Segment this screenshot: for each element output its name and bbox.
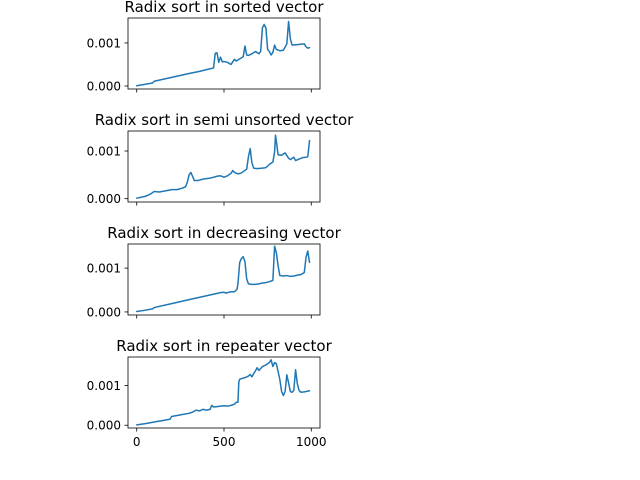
y-tick-label: 0.001 [87, 145, 121, 159]
y-tick-label: 0.001 [87, 262, 121, 276]
y-tick-label: 0.000 [87, 192, 121, 206]
y-tick-label: 0.000 [87, 79, 121, 93]
subplot-2: Radix sort in semi unsorted vector 0.000 0… [87, 111, 354, 206]
x-tick-label: 1000 [296, 435, 327, 449]
subplot-title: Radix sort in semi unsorted vector [95, 111, 354, 129]
subplot-title: Radix sort in sorted vector [124, 0, 324, 16]
series-line [135, 20, 311, 87]
subplot-4: Radix sort in repeater vector 0 500 1000 0.0… [87, 337, 333, 449]
series-line [135, 134, 311, 199]
axes-frame [127, 17, 321, 90]
x-tick-label: 0 [133, 435, 141, 449]
subplot-title: Radix sort in repeater vector [116, 337, 332, 355]
subplot-1: Radix sort in sorted vector 0.000 0.001 [87, 0, 325, 93]
x-tick-label: 500 [213, 435, 236, 449]
y-tick-label: 0.001 [87, 379, 121, 393]
series-line [135, 245, 311, 313]
y-tick-label: 0.000 [87, 305, 121, 319]
y-tick-label: 0.001 [87, 36, 121, 50]
series-line [135, 359, 311, 426]
axes-frame [127, 243, 321, 316]
subplot-3: Radix sort in decreasing vector 0.000 0.00… [87, 224, 342, 319]
subplot-title: Radix sort in decreasing vector [107, 224, 341, 242]
y-tick-label: 0.000 [87, 419, 121, 433]
